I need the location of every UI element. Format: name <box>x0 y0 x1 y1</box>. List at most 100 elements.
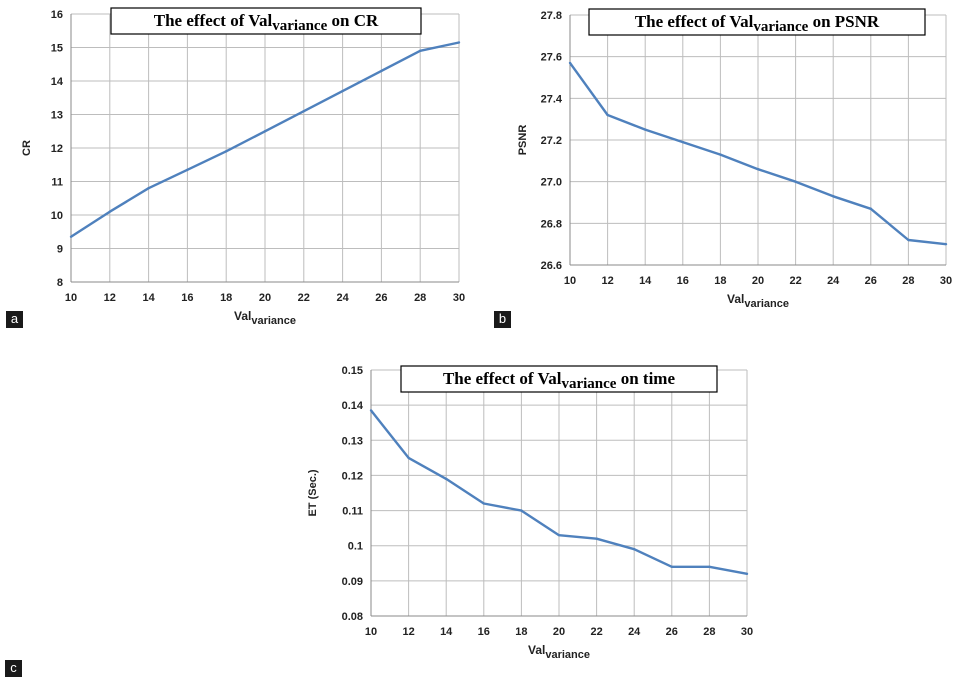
data-point <box>907 238 910 242</box>
x-tick-label: 24 <box>336 292 349 304</box>
chart-title-box <box>588 8 926 36</box>
data-point <box>341 89 344 93</box>
x-tick-label: 12 <box>402 626 414 638</box>
x-tick-label: 26 <box>666 626 678 638</box>
data-point <box>794 180 797 183</box>
data-point <box>457 41 461 44</box>
data-point <box>108 210 112 213</box>
panel-label-c: c <box>5 660 22 677</box>
x-tick-label: 28 <box>414 292 426 304</box>
y-tick-label: 13 <box>51 110 63 122</box>
x-tick-label: 16 <box>677 275 689 287</box>
data-point <box>557 533 561 537</box>
x-tick-label: 22 <box>789 275 801 287</box>
y-tick-label: 14 <box>51 76 64 88</box>
data-point <box>380 69 383 73</box>
data-point <box>670 565 673 568</box>
data-point <box>869 207 872 210</box>
chart-time: 0.08 0.09 0.1 0.11 0.12 0.13 0.14 0.15 10 12 14 16 1… <box>300 350 760 670</box>
y-tick-label: 0.09 <box>342 576 363 588</box>
y-axis-label: PSNR <box>517 125 529 156</box>
chart-title-box <box>400 365 718 393</box>
y-tick-label: 0.14 <box>342 400 364 412</box>
data-point <box>708 565 711 568</box>
chart-time-svg: 0.08 0.09 0.1 0.11 0.12 0.13 0.14 0.15 10 12 14 16 1… <box>307 365 753 661</box>
x-tick-label: 24 <box>628 626 641 638</box>
y-tick-label: 27.6 <box>541 52 562 64</box>
chart-title: The effect of Valvariance on CR <box>154 11 379 34</box>
data-point <box>606 113 609 117</box>
panel-label-b: b <box>494 311 511 328</box>
chart-title-box <box>110 7 422 35</box>
data-point <box>633 548 636 551</box>
x-tick-label: 16 <box>478 626 490 638</box>
x-tick-label: 28 <box>703 626 715 638</box>
x-tick-label: 18 <box>220 292 232 304</box>
data-point <box>419 49 422 53</box>
data-point <box>756 167 760 171</box>
chart-title: The effect of Valvariance on time <box>443 369 676 392</box>
data-point <box>69 235 73 238</box>
y-tick-label: 27.2 <box>541 135 562 147</box>
panel-label-a: a <box>6 311 23 328</box>
x-tick-label: 10 <box>564 275 576 287</box>
y-tick-label: 0.11 <box>342 506 363 518</box>
x-tick-label: 28 <box>902 275 914 287</box>
x-tick-label: 10 <box>365 626 377 638</box>
x-tick-label: 20 <box>259 292 271 304</box>
x-tick-label: 26 <box>865 275 877 287</box>
data-point <box>595 537 598 540</box>
x-tick-label: 26 <box>375 292 387 304</box>
chart-cr: 8 9 10 11 12 13 14 15 16 10 12 14 16 18 20 22 24 26 28 30 CR… <box>0 0 470 335</box>
data-point <box>369 409 373 412</box>
y-axis-label: CR <box>21 140 33 156</box>
y-tick-label: 11 <box>51 177 63 189</box>
data-point <box>186 168 189 171</box>
y-tick-label: 0.15 <box>342 365 363 377</box>
y-tick-label: 26.8 <box>541 218 562 230</box>
x-tick-label: 22 <box>298 292 310 304</box>
data-point <box>681 140 684 144</box>
x-tick-label: 30 <box>453 292 465 304</box>
data-point <box>225 150 228 153</box>
data-point <box>263 130 267 133</box>
x-tick-label: 24 <box>827 275 840 287</box>
x-tick-label: 20 <box>553 626 565 638</box>
x-tick-label: 18 <box>714 275 726 287</box>
chart-psnr-svg: 26.6 26.8 27.0 27.2 27.4 27.6 27.8 10 12 14 16 18 20… <box>517 8 952 310</box>
data-point <box>302 109 305 113</box>
y-tick-label: 10 <box>51 210 63 222</box>
y-tick-label: 16 <box>51 9 63 21</box>
y-tick-label: 9 <box>57 244 63 256</box>
chart-cr-svg: 8 9 10 11 12 13 14 15 16 10 12 14 16 18 20 22 24 26 28 30 CR… <box>21 7 465 327</box>
y-tick-label: 0.13 <box>342 435 363 447</box>
data-point <box>745 572 749 576</box>
x-tick-label: 18 <box>515 626 527 638</box>
data-point <box>407 456 410 460</box>
y-tick-label: 15 <box>51 43 63 55</box>
y-tick-label: 27.0 <box>541 177 562 189</box>
data-point <box>482 502 485 505</box>
chart-psnr: 26.6 26.8 27.0 27.2 27.4 27.6 27.8 10 12 14 16 18 20… <box>480 0 955 335</box>
x-tick-label: 20 <box>752 275 764 287</box>
data-point <box>147 187 150 190</box>
x-tick-label: 14 <box>142 292 155 304</box>
y-tick-label: 26.6 <box>541 260 562 272</box>
x-tick-label: 10 <box>65 292 77 304</box>
x-tick-label: 16 <box>181 292 193 304</box>
y-tick-label: 0.08 <box>342 611 363 623</box>
x-axis-label: Valvariance <box>727 292 789 310</box>
x-tick-label: 12 <box>601 275 613 287</box>
y-tick-label: 12 <box>51 143 63 155</box>
x-tick-label: 12 <box>104 292 116 304</box>
y-tick-label: 8 <box>57 277 63 289</box>
x-tick-label: 22 <box>590 626 602 638</box>
y-axis-label: ET (Sec.) <box>307 469 319 516</box>
x-tick-label: 30 <box>741 626 753 638</box>
data-point <box>644 128 647 131</box>
x-axis-label: Valvariance <box>528 643 590 661</box>
data-point <box>832 195 835 198</box>
x-tick-label: 30 <box>940 275 952 287</box>
data-point <box>445 477 448 481</box>
y-tick-label: 27.8 <box>541 10 562 22</box>
